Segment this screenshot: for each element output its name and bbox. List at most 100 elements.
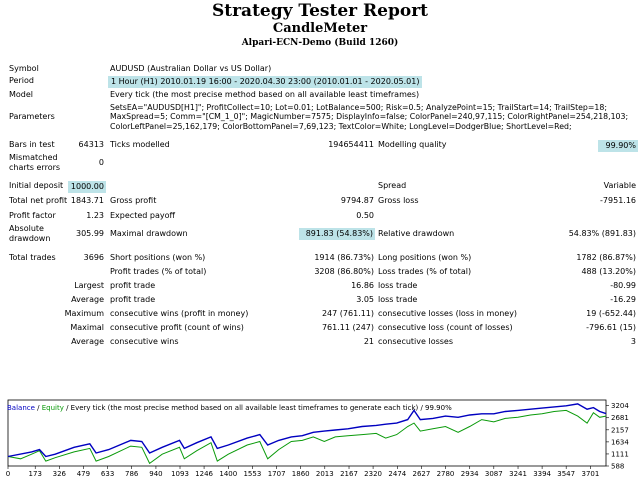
x-tick-label: 1246	[195, 470, 213, 478]
x-tick-label: 3547	[557, 470, 575, 478]
x-tick-label: 786	[125, 470, 139, 478]
short-label: Short positions (won %)	[110, 253, 206, 262]
server-build: Alpari-ECN-Demo (Build 1260)	[241, 38, 399, 48]
pf-value: 1.23	[86, 211, 104, 220]
deposit-label: Initial deposit	[9, 181, 64, 190]
maximal-loss-value: -796.61 (15)	[586, 323, 636, 332]
largest-loss-label: loss trade	[378, 281, 418, 290]
spread-label: Spread	[378, 181, 407, 190]
symbol-value: AUDUSD (Australian Dollar vs US Dollar)	[110, 64, 272, 73]
x-tick-label: 3087	[485, 470, 503, 478]
x-tick-label: 2320	[364, 470, 382, 478]
maxcons-losses-value: 19 (-652.44)	[586, 309, 636, 318]
y-tick-label: 588	[611, 463, 624, 471]
avgcons-wins-label: consecutive wins	[110, 337, 179, 346]
y-tick-label: 2681	[611, 414, 629, 422]
x-tick-label: 1553	[243, 470, 261, 478]
model-value: Every tick (the most precise method base…	[110, 90, 420, 99]
pf-label: Profit factor	[9, 211, 56, 220]
reldd-label: Relative drawdown	[378, 229, 455, 238]
parameters-label: Parameters	[9, 112, 55, 121]
x-tick-label: 1400	[219, 470, 237, 478]
x-tick-label: 1093	[171, 470, 189, 478]
absdd-value: 305.99	[76, 229, 104, 238]
mismatch-label-2: charts errors	[9, 163, 61, 172]
x-tick-label: 2934	[461, 470, 479, 478]
ticks-label: Ticks modelled	[110, 140, 170, 149]
y-tick-label: 2157	[611, 426, 629, 434]
reldd-value: 54.83% (891.83)	[568, 229, 636, 238]
avgcons-label: Average	[71, 337, 104, 346]
short-value: 1914 (86.73%)	[314, 253, 374, 262]
maximal-profit-value: 761.11 (247)	[321, 323, 374, 332]
legend-rest: / Every tick (the most precise method ba…	[63, 404, 452, 412]
x-tick-label: 1860	[292, 470, 310, 478]
x-tick-label: 2013	[316, 470, 334, 478]
trades-label: Total trades	[9, 253, 56, 262]
x-tick-label: 0	[6, 470, 10, 478]
period-label: Period	[9, 76, 34, 85]
grossprofit-label: Gross profit	[110, 196, 157, 205]
x-tick-label: 173	[29, 470, 42, 478]
maximal-profit-label: consecutive profit (count of wins)	[110, 323, 244, 332]
x-tick-label: 2780	[437, 470, 455, 478]
grossprofit-value: 9794.87	[340, 196, 374, 205]
average-loss-label: loss trade	[378, 295, 418, 304]
y-tick-label: 3204	[611, 402, 629, 410]
spread-value: Variable	[603, 181, 636, 190]
absdd-label-1: Absolute	[9, 224, 44, 233]
x-tick-label: 2167	[340, 470, 358, 478]
largest-label: Largest	[74, 281, 104, 290]
deposit-value: 1000.00	[68, 181, 106, 193]
x-tick-label: 2474	[388, 470, 406, 478]
symbol-label: Symbol	[9, 64, 39, 73]
ea-name: CandleMeter	[272, 21, 368, 36]
mismatch-label-1: Mismatched	[9, 153, 58, 162]
quality-label: Modelling quality	[378, 140, 447, 149]
average-profit-label: profit trade	[110, 295, 156, 304]
x-tick-label: 1707	[268, 470, 286, 478]
avgcons-losses-label: consecutive losses	[378, 337, 454, 346]
ticks-value: 194654411	[328, 140, 374, 149]
x-tick-label: 2627	[412, 470, 430, 478]
trades-value: 3696	[83, 253, 104, 262]
legend-equity: Equity	[41, 404, 64, 412]
avgcons-losses-value: 3	[630, 337, 636, 346]
x-tick-label: 633	[101, 470, 114, 478]
report-title: Strategy Tester Report	[211, 1, 429, 21]
x-tick-label: 3241	[509, 470, 527, 478]
maxcons-label: Maximum	[64, 309, 104, 318]
legend-balance: Balance	[7, 404, 35, 412]
bars-value: 64313	[78, 140, 104, 149]
parameters-value: SetsEA="AUDUSD[H1]"; ProfitCollect=10; L…	[110, 103, 629, 131]
chart-legend: Balance / Equity / Every tick (the most …	[7, 404, 452, 412]
ltrades-value: 488 (13.20%)	[581, 267, 636, 276]
avgcons-wins-value: 21	[363, 337, 374, 346]
maximal-label: Maximal	[70, 323, 104, 332]
bars-label: Bars in test	[9, 140, 55, 149]
y-tick-label: 1111	[611, 450, 629, 458]
maxcons-losses-label: consecutive losses (loss in money)	[378, 309, 518, 318]
x-tick-label: 479	[77, 470, 90, 478]
ltrades-label: Loss trades (% of total)	[378, 267, 472, 276]
long-label: Long positions (won %)	[378, 253, 472, 262]
long-value: 1782 (86.87%)	[576, 253, 636, 262]
grossloss-value: -7951.16	[600, 196, 636, 205]
maximal-loss-label: consecutive loss (count of losses)	[378, 323, 513, 332]
model-label: Model	[9, 90, 34, 99]
period-value: 1 Hour (H1) 2010.01.19 16:00 - 2020.04.3…	[108, 76, 423, 88]
average-profit-value: 3.05	[356, 295, 374, 304]
largest-profit-value: 16.86	[351, 281, 374, 290]
y-tick-label: 1634	[611, 438, 629, 446]
grossloss-label: Gross loss	[378, 196, 419, 205]
largest-profit-label: profit trade	[110, 281, 156, 290]
maxdd-value: 891.83 (54.83%)	[299, 228, 375, 240]
quality-value: 99.90%	[598, 140, 638, 152]
ptrades-value: 3208 (86.80%)	[314, 267, 374, 276]
maxcons-wins-label: consecutive wins (profit in money)	[110, 309, 249, 318]
average-loss-value: -16.29	[610, 295, 636, 304]
x-tick-label: 3394	[533, 470, 551, 478]
largest-loss-value: -80.99	[610, 281, 636, 290]
x-tick-label: 3701	[582, 470, 600, 478]
series-line-equity	[7, 409, 607, 465]
